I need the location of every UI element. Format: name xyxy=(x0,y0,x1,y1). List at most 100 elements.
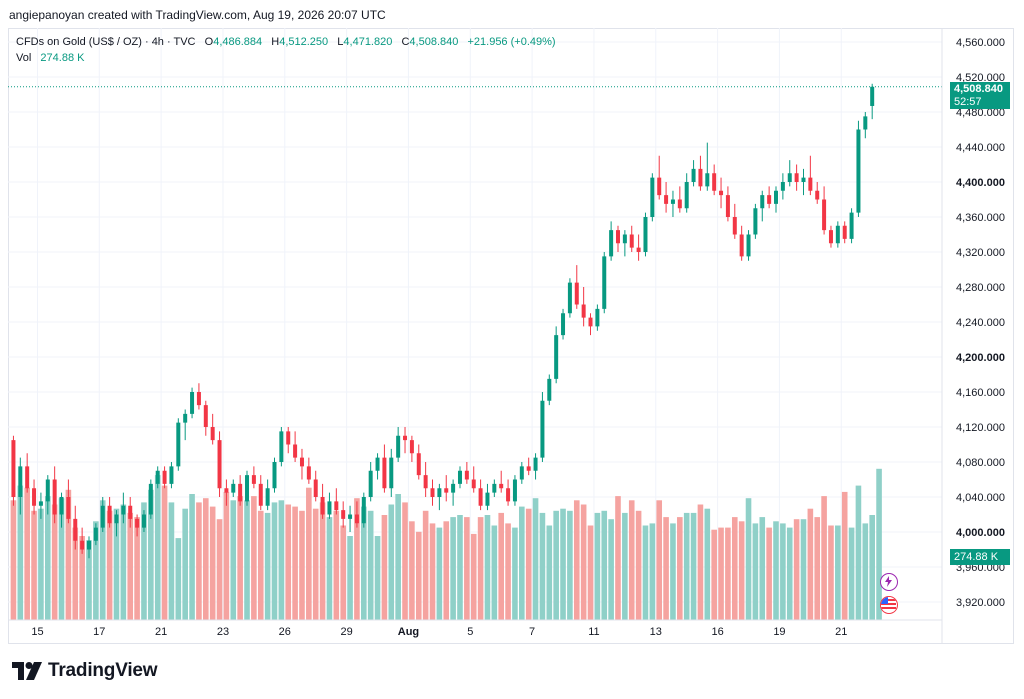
candle xyxy=(739,225,744,261)
candle-body xyxy=(684,182,689,209)
candle-body xyxy=(739,234,744,257)
volume-bar xyxy=(161,485,168,620)
candle-body xyxy=(286,431,291,445)
candle-body xyxy=(231,483,236,493)
candle xyxy=(155,466,160,489)
candle xyxy=(464,462,469,484)
candle xyxy=(272,457,277,493)
candle xyxy=(444,475,449,502)
volume-bar xyxy=(835,525,841,620)
volume-bar xyxy=(106,510,113,620)
candle xyxy=(148,479,153,519)
candle-body xyxy=(842,225,847,239)
volume-bar xyxy=(306,487,312,620)
candle xyxy=(45,475,50,515)
candle-body xyxy=(251,475,256,484)
symbol-label[interactable]: CFDs on Gold (US$ / OZ) · 4h · TVC xyxy=(16,36,196,48)
volume-bar xyxy=(862,523,869,620)
candle-body xyxy=(622,234,627,244)
price-tick-label: 4,360.000 xyxy=(956,212,1005,224)
volume-bar xyxy=(285,504,292,620)
candle xyxy=(492,479,497,497)
candle xyxy=(361,492,366,528)
volume-bar xyxy=(361,506,367,620)
candle xyxy=(135,514,140,537)
volume-bar xyxy=(828,525,834,620)
volume-bar xyxy=(642,525,649,620)
candle-body xyxy=(11,440,16,497)
candle xyxy=(245,470,250,506)
volume-bar xyxy=(409,521,415,620)
candle xyxy=(32,479,37,515)
candle xyxy=(416,444,421,480)
candle-body xyxy=(698,168,703,187)
volume-bar xyxy=(622,512,628,620)
candle-body xyxy=(464,470,469,480)
volume-bar xyxy=(573,500,580,620)
candle xyxy=(719,177,724,209)
candle xyxy=(196,383,201,410)
volume-bar xyxy=(649,523,656,620)
candle xyxy=(732,203,737,239)
volume-bar xyxy=(484,515,491,620)
candle xyxy=(767,186,772,209)
candle-body xyxy=(279,431,284,462)
candle-body xyxy=(774,190,779,204)
candle-body xyxy=(519,466,524,480)
volume-bar xyxy=(841,491,848,620)
volume-bar xyxy=(855,485,862,620)
candle-body xyxy=(554,335,559,379)
volume-bar xyxy=(278,500,285,620)
volume-bar xyxy=(402,502,408,620)
volume-tag-value: 274.88 K xyxy=(954,551,999,563)
volume-bar xyxy=(51,504,58,620)
candle xyxy=(382,444,387,493)
candle xyxy=(121,492,126,524)
candle xyxy=(107,497,112,528)
candle xyxy=(643,212,648,257)
price-tick-label: 4,320.000 xyxy=(956,247,1005,259)
candle xyxy=(293,431,298,462)
candle xyxy=(11,435,16,506)
lightning-glyph xyxy=(885,576,892,587)
candle xyxy=(183,409,188,441)
volume-bar xyxy=(745,498,752,620)
volume-bar xyxy=(292,506,298,620)
candle xyxy=(794,164,799,191)
volume-bar xyxy=(580,504,587,620)
candle xyxy=(231,479,236,497)
volume-bar xyxy=(731,517,738,620)
volume-label[interactable]: Vol xyxy=(16,52,32,64)
candle-body xyxy=(457,470,462,484)
volume-bar xyxy=(340,525,346,620)
volume-bar xyxy=(773,521,779,620)
candle-body xyxy=(169,466,174,484)
candle-body xyxy=(822,199,827,231)
price-tick-label: 4,000.000 xyxy=(956,527,1005,539)
candle-body xyxy=(670,199,675,204)
candle-body xyxy=(25,466,30,489)
us-flag-icon[interactable] xyxy=(880,596,898,614)
volume-bar xyxy=(154,475,161,620)
low-label: L xyxy=(337,36,344,48)
volume-bar xyxy=(697,504,704,620)
candle-body xyxy=(258,483,263,506)
bar-countdown: 52:57 xyxy=(954,96,982,108)
candle-body xyxy=(719,190,724,196)
volume-bar xyxy=(869,515,875,620)
candle xyxy=(224,479,229,506)
lightning-icon[interactable] xyxy=(880,573,898,591)
candle-body xyxy=(787,173,792,182)
volume-bar xyxy=(628,500,635,620)
candle xyxy=(815,182,820,204)
candle xyxy=(581,287,586,327)
candle xyxy=(66,479,71,524)
volume-bar xyxy=(635,510,642,620)
last-price-tag: 4,508.840 52:57 xyxy=(950,82,1010,109)
volume-bar xyxy=(498,512,505,620)
candle xyxy=(698,155,703,191)
candle xyxy=(499,470,504,493)
candle xyxy=(299,448,304,480)
tradingview-logo[interactable]: TradingView xyxy=(12,658,158,684)
